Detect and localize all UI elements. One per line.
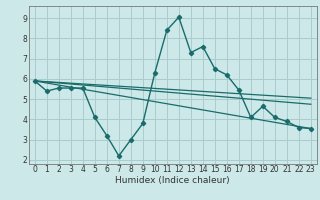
X-axis label: Humidex (Indice chaleur): Humidex (Indice chaleur) <box>116 176 230 185</box>
